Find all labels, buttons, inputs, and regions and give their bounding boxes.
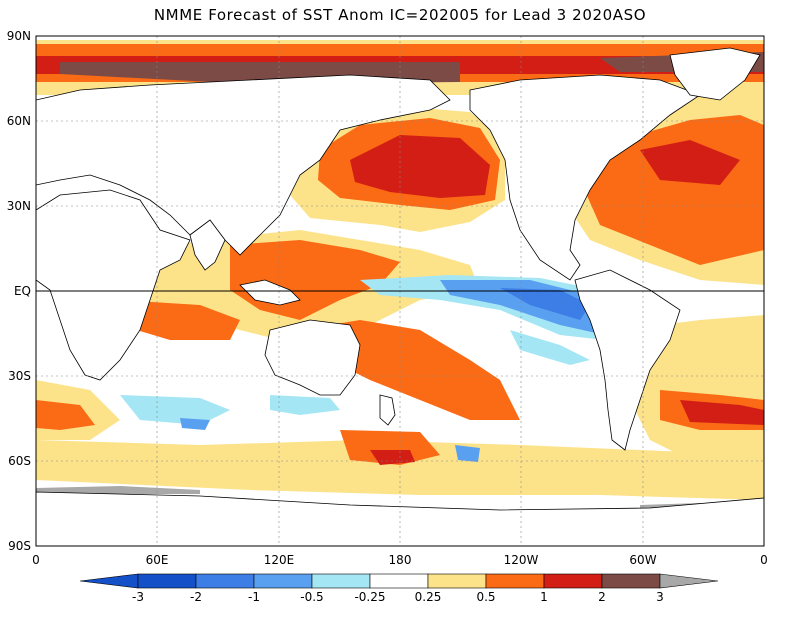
- colorbar-box: [137, 573, 197, 589]
- y-tick-label: 60N: [7, 114, 31, 128]
- greenland-land: [669, 47, 761, 101]
- india-land: [189, 219, 226, 271]
- colorbar-box: [543, 573, 603, 589]
- colorbar-box: [253, 573, 313, 589]
- colorbar-tick-label: -1: [248, 590, 260, 604]
- x-tick-label: 0: [760, 553, 768, 567]
- colorbar-box: [485, 573, 545, 589]
- indonesia-land: [239, 279, 301, 306]
- colorbar-tick-label: 0.25: [415, 590, 442, 604]
- colorbar-arrow-left: [79, 573, 139, 589]
- x-tick-label: 120W: [504, 553, 539, 567]
- south-america-land: [574, 269, 681, 451]
- colorbar-tick-label: 0.5: [476, 590, 495, 604]
- y-tick-label: 90N: [7, 29, 31, 43]
- colorbar-tick-label: -2: [190, 590, 202, 604]
- colorbar-tick-label: 1: [540, 590, 548, 604]
- y-tick-label: 90S: [8, 539, 31, 553]
- land-masses: [36, 47, 764, 546]
- x-tick-label: 60W: [629, 553, 656, 567]
- colorbar-tick-label: 2: [598, 590, 606, 604]
- north-america-land: [469, 74, 701, 281]
- africa-land: [36, 189, 191, 381]
- y-tick-label: 60S: [8, 454, 31, 468]
- map-title: NMME Forecast of SST Anom IC=202005 for …: [153, 6, 647, 24]
- plot-frame: [35, 35, 765, 547]
- y-tick-label: EQ: [14, 284, 31, 298]
- colorbar-tick-label: -0.25: [354, 590, 385, 604]
- colorbar: -3 -2 -1 -0.5 -0.25 0.25 0.5 1 2 3: [79, 573, 719, 604]
- colorbar-box: [427, 573, 487, 589]
- x-tick-label: 180: [389, 553, 412, 567]
- colorbar-box: [311, 573, 371, 589]
- antarctica-land: [36, 491, 764, 546]
- colorbar-box: [369, 573, 429, 589]
- colorbar-tick-label: -3: [132, 590, 144, 604]
- colorbar-tick-label: -0.5: [300, 590, 323, 604]
- new-zealand-land: [379, 394, 396, 426]
- colorbar-box: [601, 573, 661, 589]
- colorbar-box: [195, 573, 255, 589]
- x-tick-label: 120E: [264, 553, 295, 567]
- eurasia-land: [36, 74, 451, 256]
- x-axis: 0 60E 120E 180 120W 60W 0: [32, 553, 768, 567]
- x-tick-label: 0: [32, 553, 40, 567]
- y-tick-label: 30S: [8, 369, 31, 383]
- colorbar-tick-label: 3: [656, 590, 664, 604]
- y-tick-label: 30N: [7, 199, 31, 213]
- y-axis: 90N 60N 30N EQ 30S 60S 90S: [7, 29, 31, 553]
- colorbar-arrow-right: [659, 573, 719, 589]
- x-tick-label: 60E: [146, 553, 169, 567]
